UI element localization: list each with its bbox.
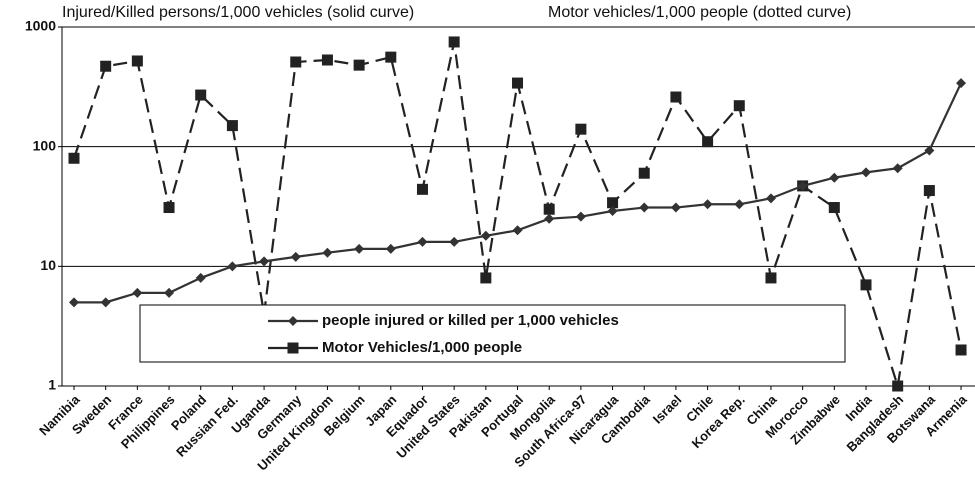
marker: [955, 344, 967, 356]
marker: [227, 261, 238, 272]
marker: [164, 287, 175, 298]
marker: [829, 172, 840, 183]
y-tick-label: 1: [48, 377, 56, 393]
marker: [670, 91, 682, 103]
marker: [924, 145, 935, 156]
marker: [861, 167, 871, 178]
marker: [353, 59, 365, 71]
annotation: Injured/Killed persons/1,000 vehicles (s…: [62, 4, 414, 21]
legend-label: Motor Vehicles/1,000 people: [322, 339, 522, 356]
marker: [131, 55, 143, 67]
marker: [607, 205, 618, 216]
marker: [892, 380, 904, 392]
marker: [607, 197, 619, 209]
marker: [68, 152, 80, 164]
marker: [797, 180, 808, 191]
marker: [480, 272, 492, 284]
marker: [638, 167, 650, 179]
marker: [734, 199, 745, 210]
annotation: Motor vehicles/1,000 people (dotted curv…: [548, 4, 851, 21]
marker: [226, 120, 238, 132]
marker: [956, 78, 967, 89]
marker: [544, 213, 555, 224]
marker: [195, 272, 206, 283]
marker: [385, 243, 396, 254]
marker: [575, 123, 587, 135]
x-tick-label: Israel: [650, 392, 685, 427]
legend-box: [139, 304, 846, 363]
marker: [828, 202, 840, 214]
marker: [100, 297, 111, 308]
marker: [288, 316, 298, 326]
marker: [543, 203, 555, 215]
marker: [287, 342, 299, 354]
legend-label: people injured or killed per 1,000 vehic…: [322, 312, 619, 329]
marker: [259, 256, 270, 267]
y-tick-label: 10: [40, 257, 56, 273]
marker: [321, 54, 333, 66]
marker: [923, 185, 935, 197]
marker: [860, 279, 872, 291]
marker: [132, 287, 143, 298]
marker: [575, 211, 586, 222]
marker: [639, 202, 650, 213]
marker: [892, 163, 903, 174]
marker: [322, 247, 333, 258]
series-line: [74, 82, 963, 304]
marker: [448, 36, 460, 48]
marker: [765, 272, 777, 284]
marker: [290, 251, 301, 262]
marker: [449, 236, 460, 247]
marker: [195, 89, 207, 101]
marker: [290, 56, 302, 68]
marker: [733, 100, 745, 112]
y-tick-label: 100: [33, 137, 57, 153]
marker: [416, 183, 428, 195]
marker: [163, 202, 175, 214]
legend: people injured or killed per 1,000 vehic…: [139, 304, 846, 363]
marker: [385, 51, 397, 63]
marker: [354, 243, 365, 254]
marker: [417, 236, 428, 247]
marker: [512, 77, 524, 89]
marker: [702, 199, 713, 210]
y-tick-label: 1000: [25, 18, 56, 34]
marker: [765, 193, 776, 204]
marker: [100, 60, 112, 72]
marker: [69, 297, 79, 308]
marker: [670, 202, 681, 213]
marker: [702, 136, 714, 148]
marker: [512, 225, 523, 236]
marker: [480, 230, 491, 241]
